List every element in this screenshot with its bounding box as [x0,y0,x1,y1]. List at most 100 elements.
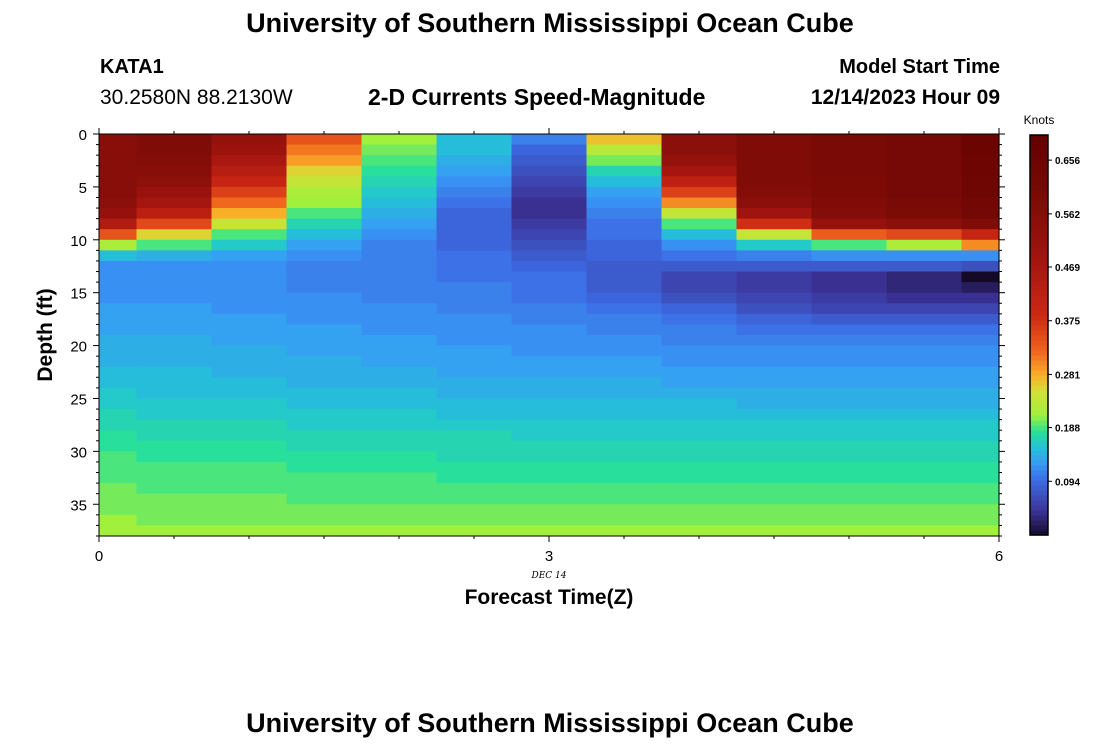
heatmap-cell [136,303,213,315]
heatmap-cell [211,472,288,484]
heatmap-cell [811,260,888,273]
colorbar-swatch [1030,510,1048,516]
heatmap-cell [211,356,288,368]
heatmap-cell [361,409,438,421]
heatmap-cell [511,271,588,283]
heatmap-cell [361,250,438,262]
heatmap-cell [511,313,588,326]
plot-title: 2-D Currents Speed-Magnitude [368,84,706,110]
date-label: DEC 14 [531,571,567,581]
heatmap-cell [886,366,963,378]
colorbar-swatch [1030,485,1048,491]
heatmap-cell [586,313,663,326]
heatmap-cell [961,493,1000,505]
heatmap-cell [99,165,138,177]
heatmap-cell [211,176,288,188]
heatmap-cell [886,472,963,484]
heatmap-cell [361,186,438,199]
heatmap-cell [211,271,288,283]
colorbar-swatch [1030,150,1048,156]
heatmap-cell [511,461,588,474]
colorbar-swatch [1030,155,1048,161]
y-tick-label: 15 [70,286,87,303]
heatmap-cell [736,514,813,527]
heatmap-cell [286,197,363,209]
heatmap-cell [361,313,438,326]
heatmap-cell [211,197,288,209]
heatmap-cell [586,282,663,294]
heatmap-cell [136,419,213,431]
heatmap-cell [436,419,513,431]
colorbar-tick-label: 0.469 [1055,263,1080,274]
colorbar-label: Knots [1024,113,1055,127]
heatmap-cell [436,176,513,188]
heatmap-cell [361,324,438,336]
heatmap-cell [811,271,888,283]
heatmap-cell [661,356,738,368]
heatmap-cells [99,134,1000,537]
heatmap-cell [286,430,363,442]
colorbar-swatch [1030,290,1048,296]
heatmap-cell [99,186,138,199]
heatmap-cell [99,525,138,537]
heatmap-cell [211,155,288,167]
heatmap-cell [211,483,288,495]
colorbar-swatch [1030,340,1048,346]
heatmap-cell [361,260,438,273]
heatmap-cell [436,335,513,347]
colorbar-swatch [1030,280,1048,286]
heatmap-cell [136,440,213,452]
heatmap-cell [211,250,288,262]
heatmap-cell [586,387,663,400]
heatmap-cell [661,461,738,474]
heatmap-cell [99,387,138,400]
heatmap-cell [286,419,363,431]
heatmap-cell [811,208,888,220]
heatmap-cell [886,218,963,230]
heatmap-cell [361,493,438,505]
heatmap-cell [211,345,288,357]
heatmap-cell [886,345,963,357]
heatmap-cell [286,218,363,230]
colorbar-swatch [1030,460,1048,466]
heatmap-cell [361,335,438,347]
heatmap-cell [961,303,1000,315]
heatmap-cell [811,303,888,315]
heatmap-cell [661,493,738,505]
heatmap-cell [286,324,363,336]
heatmap-cell [286,409,363,421]
heatmap-cell [511,514,588,527]
heatmap-cell [99,292,138,304]
heatmap-cell [661,134,738,146]
heatmap-cell [961,398,1000,410]
heatmap-cell [886,260,963,273]
colorbar-swatch [1030,455,1048,461]
heatmap-cell [886,525,963,537]
heatmap-cell [586,345,663,357]
heatmap-cell [436,356,513,368]
y-tick-label: 5 [79,180,87,197]
heatmap-cell [136,366,213,378]
colorbar-swatch [1030,245,1048,251]
heatmap-cell [736,282,813,294]
heatmap-cell [511,493,588,505]
heatmap-cell [886,504,963,516]
heatmap-cell [736,324,813,336]
heatmap-cell [661,324,738,336]
colorbar-swatch [1030,410,1048,416]
heatmap-cell [361,377,438,389]
heatmap-cell [661,186,738,199]
colorbar-swatch [1030,470,1048,476]
heatmap-cell [661,282,738,294]
heatmap-cell [811,165,888,177]
y-axis-label: Depth (ft) [34,288,57,381]
heatmap-cell [286,345,363,357]
heatmap-cell [361,134,438,146]
heatmap-cell [661,260,738,273]
colorbar-swatch [1030,400,1048,406]
heatmap-cell [511,387,588,400]
heatmap-cell [661,144,738,156]
heatmap-cell [511,525,588,537]
heatmap-cell [286,356,363,368]
heatmap-cell [886,197,963,209]
